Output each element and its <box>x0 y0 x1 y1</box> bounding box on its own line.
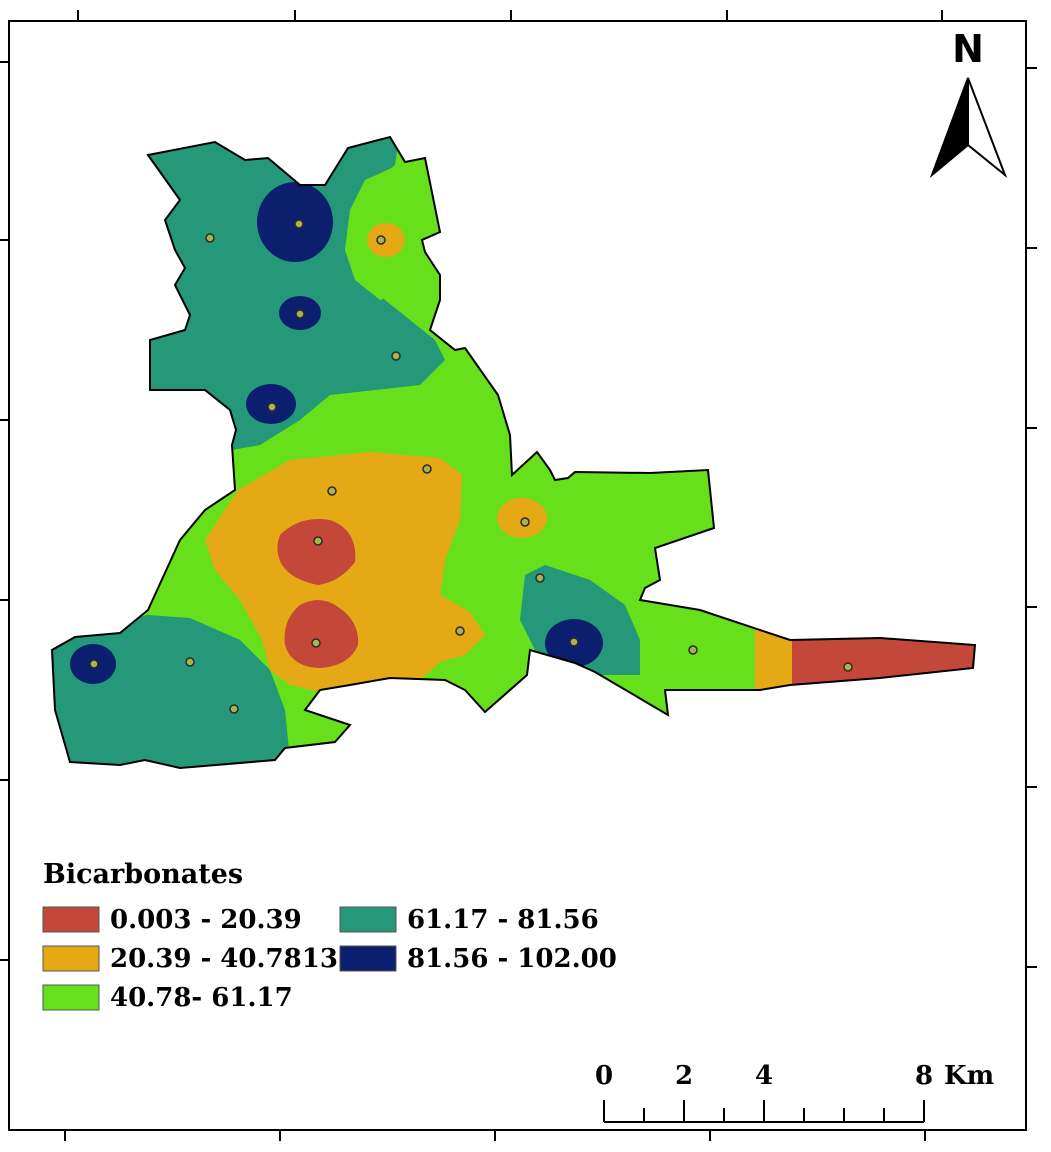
scale-unit: Km <box>944 1061 994 1091</box>
legend-label-2: 40.78- 61.17 <box>110 983 293 1013</box>
scale-tick-label-8: 8 <box>915 1061 933 1091</box>
sample-point <box>294 219 304 229</box>
sample-point <box>205 233 215 243</box>
legend-swatch-3 <box>339 906 397 933</box>
legend-label-3: 61.17 - 81.56 <box>407 905 599 935</box>
north-arrow-letter: N <box>952 27 984 71</box>
zone-0-20-far-east <box>792 615 975 715</box>
sample-point <box>422 464 432 474</box>
legend-label-1: 20.39 - 40.7813 <box>110 944 338 974</box>
legend-label-0: 0.003 - 20.39 <box>110 905 302 935</box>
north-arrow-right-half <box>967 77 1008 179</box>
sample-point <box>327 486 337 496</box>
zone-0-20-center-top <box>277 519 356 585</box>
scale-tick-label-0: 0 <box>595 1061 613 1091</box>
sample-point <box>89 659 99 669</box>
sample-point <box>688 645 698 655</box>
legend-swatch-2 <box>42 984 100 1011</box>
legend-label-4: 81.56 - 102.00 <box>407 944 617 974</box>
sample-point <box>267 402 277 412</box>
study-area-boundary <box>50 135 977 770</box>
scale-tick-label-2: 2 <box>675 1061 693 1091</box>
legend-swatch-1 <box>42 945 100 972</box>
sample-point <box>295 309 305 319</box>
legend-swatch-0 <box>42 906 100 933</box>
sample-point <box>229 704 239 714</box>
graticule-ticks <box>0 10 1037 1141</box>
sample-point <box>185 657 195 667</box>
sample-points <box>89 219 853 714</box>
sample-point <box>535 573 545 583</box>
sample-point <box>311 638 321 648</box>
zone-0-20-center-bottom <box>284 600 359 668</box>
zone-61-81-north <box>140 137 445 450</box>
legend: Bicarbonates 0.003 - 20.39 20.39 - 40.78… <box>42 859 617 1013</box>
sample-point <box>569 637 579 647</box>
zone-20-40-east <box>497 498 547 538</box>
map-frame-border <box>8 20 1027 1131</box>
zone-20-40-ne <box>367 223 405 257</box>
north-arrow-left-half <box>929 77 969 179</box>
legend-title: Bicarbonates <box>43 859 243 890</box>
sample-point <box>455 626 465 636</box>
north-arrow: N <box>929 27 1008 179</box>
sample-point <box>376 235 386 245</box>
legend-swatch-4 <box>339 945 397 972</box>
scale-tick-label-4: 4 <box>755 1061 773 1091</box>
scale-bar: 0 2 4 8 Km <box>595 1061 994 1123</box>
sample-point <box>391 351 401 361</box>
sample-point <box>313 536 323 546</box>
sample-point <box>843 662 853 672</box>
sample-point <box>520 517 530 527</box>
